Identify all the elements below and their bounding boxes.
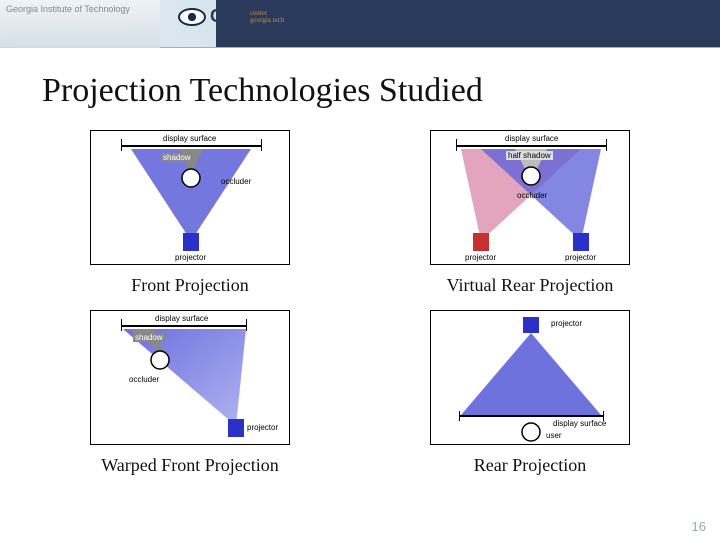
- label-projector-w: projector: [247, 423, 278, 432]
- diagram-front-projection: display surface shadow occluder projecto…: [90, 130, 290, 265]
- user-icon: [520, 421, 542, 443]
- cell-front-projection: display surface shadow occluder projecto…: [60, 130, 320, 310]
- cell-rear: projector display surface user Rear Proj…: [400, 310, 660, 490]
- label-half-shadow: half shadow: [506, 151, 553, 160]
- gvu-sub2: georgia tech: [250, 17, 284, 24]
- occluder-icon: [180, 167, 202, 189]
- label-shadow-w: shadow: [133, 333, 165, 342]
- page-number: 16: [692, 519, 706, 534]
- diagram-rear: projector display surface user: [430, 310, 630, 445]
- caption-front: Front Projection: [131, 275, 249, 296]
- occluder-vr-icon: [520, 165, 542, 187]
- diagram-grid: display surface shadow occluder projecto…: [60, 130, 660, 490]
- gvu-logo: GVU center georgia tech: [178, 6, 284, 27]
- label-projector-vr2: projector: [565, 253, 596, 262]
- caption-virtual-rear: Virtual Rear Projection: [447, 275, 614, 296]
- diagram-virtual-rear: display surface half shadow occluder pro…: [430, 130, 630, 265]
- caption-warped: Warped Front Projection: [101, 455, 279, 476]
- projector-w-icon: [228, 419, 244, 437]
- label-surface-r: display surface: [553, 419, 606, 428]
- label-occluder-w: occluder: [129, 375, 159, 384]
- label-occluder: occluder: [221, 177, 251, 186]
- projector-red-icon: [473, 233, 489, 251]
- cell-virtual-rear: display surface half shadow occluder pro…: [400, 130, 660, 310]
- label-projector: projector: [175, 253, 206, 262]
- label-occluder-vr: occluder: [517, 191, 547, 200]
- projector-blue-icon: [573, 233, 589, 251]
- occluder-w-icon: [149, 349, 171, 371]
- cell-warped: display surface shadow occluder p: [60, 310, 320, 490]
- label-shadow: shadow: [161, 153, 193, 162]
- institute-label: Georgia Institute of Technology: [6, 4, 130, 14]
- caption-rear: Rear Projection: [474, 455, 586, 476]
- page-title: Projection Technologies Studied: [42, 72, 483, 110]
- slide-header: Georgia Institute of Technology GVU cent…: [0, 0, 720, 48]
- label-projector-vr1: projector: [465, 253, 496, 262]
- gvu-logo-text: GVU: [210, 6, 246, 27]
- projector-icon: [183, 233, 199, 251]
- eye-icon: [178, 8, 206, 26]
- diagram-warped: display surface shadow occluder p: [90, 310, 290, 445]
- label-user: user: [546, 431, 562, 440]
